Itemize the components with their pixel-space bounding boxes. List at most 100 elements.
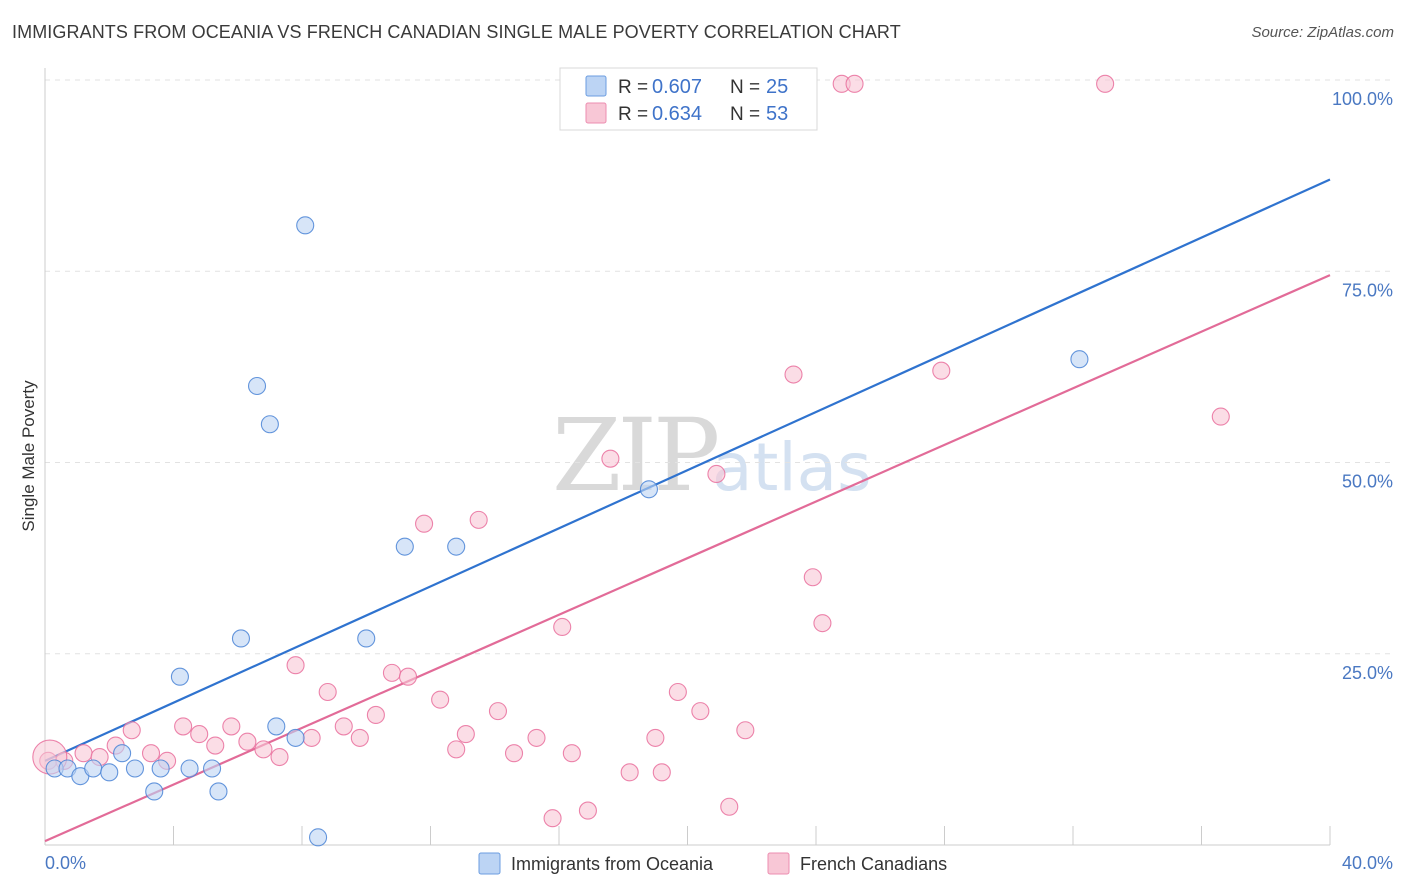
point-french-canadian [318,682,337,702]
point-french-canadian [553,617,572,637]
trend-line [44,178,1331,762]
trend-line [44,274,1331,843]
y-tick-label: 25.0% [1342,663,1393,683]
point-french-canadian [254,740,273,759]
bottom-legend-label-oceania: Immigrants from Oceania [511,854,714,874]
point-oceania [125,759,144,778]
point-oceania [309,828,328,847]
point-oceania [84,759,103,778]
point-oceania [145,782,164,801]
point-oceania [231,629,251,648]
point-french-canadian [382,663,402,682]
point-french-canadian [447,740,466,759]
point-oceania [100,763,119,782]
legend-r-label-1: R = [618,77,648,98]
point-french-canadian [562,744,581,763]
point-oceania [203,759,222,778]
point-french-canadian [398,667,418,686]
point-french-canadian [784,365,803,384]
point-oceania [639,480,659,499]
watermark-zip: ZIP [552,397,717,514]
point-french-canadian [527,728,546,747]
point-oceania [151,759,170,778]
legend-n-value-1: 25 [766,76,788,98]
x-tick-label-min: 0.0% [45,853,86,873]
point-french-canadian [122,721,141,740]
point-oceania [357,629,376,648]
y-axis-label: Single Male Poverty [19,380,38,532]
y-tick-labels: 25.0% 50.0% 75.0% 100.0% [1332,89,1393,683]
point-french-canadian [141,744,161,763]
stats-legend: R = 0.607 N = 25 R = 0.634 N = 53 [559,67,818,131]
gridlines [45,79,1393,655]
point-french-canadian [270,747,289,767]
point-french-canadian [222,717,241,736]
point-french-canadian [206,736,225,755]
legend-n-label-1: N = [730,77,760,98]
point-oceania [180,759,199,778]
bottom-legend-swatch-french-canadian [767,852,790,875]
bottom-legend-label-french-canadian: French Canadians [800,854,947,874]
point-oceania [1070,350,1089,369]
legend-r-value-1: 0.607 [652,76,702,98]
point-oceania [296,216,315,235]
point-french-canadian [1096,74,1115,93]
point-oceania [170,667,189,686]
point-french-canadian [1211,407,1230,426]
y-tick-label: 75.0% [1342,280,1393,300]
series-legend: Immigrants from Oceania French Canadians [478,852,947,875]
point-french-canadian [543,809,562,828]
point-french-canadian [334,717,353,736]
data-points [32,74,1230,847]
point-french-canadian [350,728,369,747]
legend-swatch-french-canadian [585,102,607,124]
x-tick-label-max: 40.0% [1342,853,1393,873]
point-french-canadian [845,74,864,93]
point-french-canadian [469,510,488,529]
point-french-canadian [238,732,257,751]
point-french-canadian [488,702,508,721]
point-french-canadian [707,464,726,484]
point-french-canadian [74,744,93,763]
point-french-canadian [652,763,671,782]
legend-r-value-2: 0.634 [652,103,702,125]
source-credit: Source: ZipAtlas.com [1251,24,1394,41]
point-french-canadian [302,728,321,747]
point-french-canadian [620,763,639,782]
legend-n-value-2: 53 [766,103,788,125]
point-french-canadian [366,705,385,725]
point-french-canadian [415,514,434,533]
point-oceania [286,728,305,747]
point-oceania [113,744,132,763]
point-french-canadian [431,690,450,709]
y-tick-label: 100.0% [1332,89,1393,109]
x-ticks [173,826,1331,845]
point-french-canadian [578,801,597,820]
point-french-canadian [803,568,822,587]
point-oceania [209,782,228,801]
watermark-atlas: atlas [712,429,872,506]
legend-n-label-2: N = [730,104,760,125]
point-oceania [267,717,286,736]
point-oceania [447,537,466,556]
y-tick-label: 50.0% [1342,472,1393,492]
point-french-canadian [601,449,620,468]
point-french-canadian [668,682,687,702]
point-french-canadian [504,744,524,763]
point-french-canadian [736,721,755,740]
point-oceania [247,376,267,396]
chart-title: IMMIGRANTS FROM OCEANIA VS FRENCH CANADI… [12,22,901,42]
point-french-canadian [932,361,951,380]
point-french-canadian [286,656,305,675]
bottom-legend-swatch-oceania [478,852,501,875]
legend-r-label-2: R = [618,104,648,125]
point-french-canadian [691,702,710,721]
point-french-canadian [456,725,475,744]
legend-swatch-oceania [585,75,607,97]
point-french-canadian [174,717,193,736]
point-french-canadian [813,614,832,633]
point-french-canadian [190,725,209,744]
point-french-canadian [720,797,739,816]
point-oceania [395,537,414,556]
